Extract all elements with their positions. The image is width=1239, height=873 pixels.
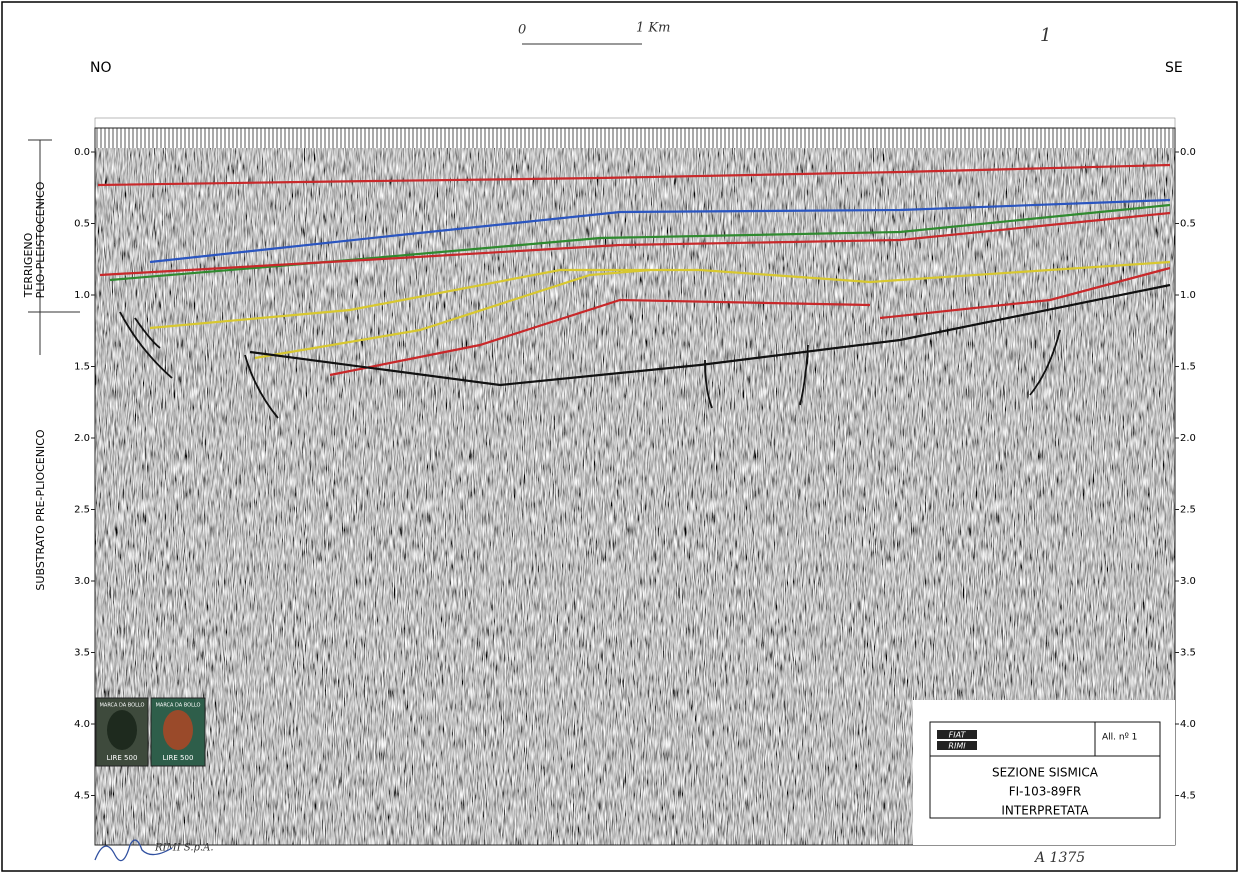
time-label: 2.0 (1180, 433, 1196, 444)
time-label: 1.5 (74, 362, 90, 373)
fault (1029, 329, 1061, 396)
time-label: 2.5 (74, 505, 90, 516)
signature: RIMI S.p.A. (154, 843, 214, 854)
time-label: 0.5 (74, 219, 90, 230)
time-label: 3.5 (1180, 648, 1196, 659)
time-label: 3.0 (1180, 576, 1196, 587)
stamp-value: LIRE 500 (163, 754, 194, 762)
time-label: 0.5 (1180, 219, 1196, 230)
horizons (97, 163, 1171, 387)
time-axis: 0.0 0.0 0.5 0.5 1.0 1.0 1.5 1.5 2.0 2.0 2.5 2.5 3.0 3… (74, 147, 1196, 802)
time-label: 2.5 (1180, 505, 1196, 516)
horizon-red-deep (329, 298, 871, 377)
side-label: PLIO-PLEISTOCENICO (34, 181, 47, 298)
horizon-red-mid (99, 211, 1171, 277)
stamp-top: MARCA DA BOLLO (100, 703, 145, 709)
logo-text: FIAT (949, 731, 967, 740)
time-label: 3.5 (74, 648, 90, 659)
logo (937, 741, 977, 750)
sheet-number: 1 (1040, 25, 1051, 46)
stamp-value: LIRE 500 (107, 754, 138, 762)
stamp-portrait (163, 710, 193, 750)
time-label: 4.5 (1180, 791, 1196, 802)
time-label: 3.0 (74, 576, 90, 587)
title-line: SEZIONE SISMICA (992, 766, 1099, 780)
fault (244, 354, 279, 419)
fault (119, 311, 173, 379)
time-label: 1.0 (1180, 290, 1196, 301)
time-label: 4.0 (1180, 719, 1196, 730)
horizon-blue (149, 198, 1171, 264)
fault (704, 359, 713, 409)
time-label: 1.0 (74, 290, 90, 301)
trace-band (95, 128, 1175, 148)
time-label: 2.0 (74, 433, 90, 444)
time-label: 4.5 (74, 791, 90, 802)
direction-left: NO (90, 60, 112, 76)
signature-scrawl (94, 839, 173, 862)
scale-start: 0 (518, 23, 526, 38)
horizon-yellow-upper (149, 260, 1171, 330)
time-label: 0.0 (74, 147, 90, 158)
faults (119, 311, 1061, 419)
direction-right: SE (1165, 60, 1183, 76)
horizon-green (109, 203, 1171, 282)
archive-number: A 1375 (1033, 850, 1085, 866)
logo-text: RIMI (948, 742, 966, 751)
stamp: MARCA DA BOLLO LIRE 500 (150, 697, 206, 767)
side-label: SUBSTRATO PRE-PLIOCENICO (34, 429, 47, 590)
horizon-yellow-lower (254, 268, 651, 360)
horizon-red-east (879, 266, 1171, 320)
stamp: MARCA DA BOLLO LIRE 500 (95, 697, 149, 767)
time-label: 1.5 (1180, 362, 1196, 373)
side-label: TERRIGENO (22, 232, 35, 298)
time-label: 0.0 (1180, 147, 1196, 158)
section-frame (94, 127, 1176, 846)
title-line: INTERPRETATA (1001, 804, 1089, 818)
time-label: 4.0 (74, 719, 90, 730)
attachment: All. nº 1 (1102, 733, 1137, 743)
cdp-band (94, 117, 1176, 129)
fault (799, 344, 809, 406)
scale-end: 1 Km (636, 21, 670, 36)
horizon-red-top (97, 163, 1171, 187)
stamp-portrait (107, 710, 137, 750)
horizon-basement (249, 283, 1171, 387)
fault (134, 317, 161, 349)
stamp-top: MARCA DA BOLLO (156, 703, 201, 709)
logo (937, 730, 977, 739)
title-line: FI-103-89FR (1009, 785, 1082, 799)
